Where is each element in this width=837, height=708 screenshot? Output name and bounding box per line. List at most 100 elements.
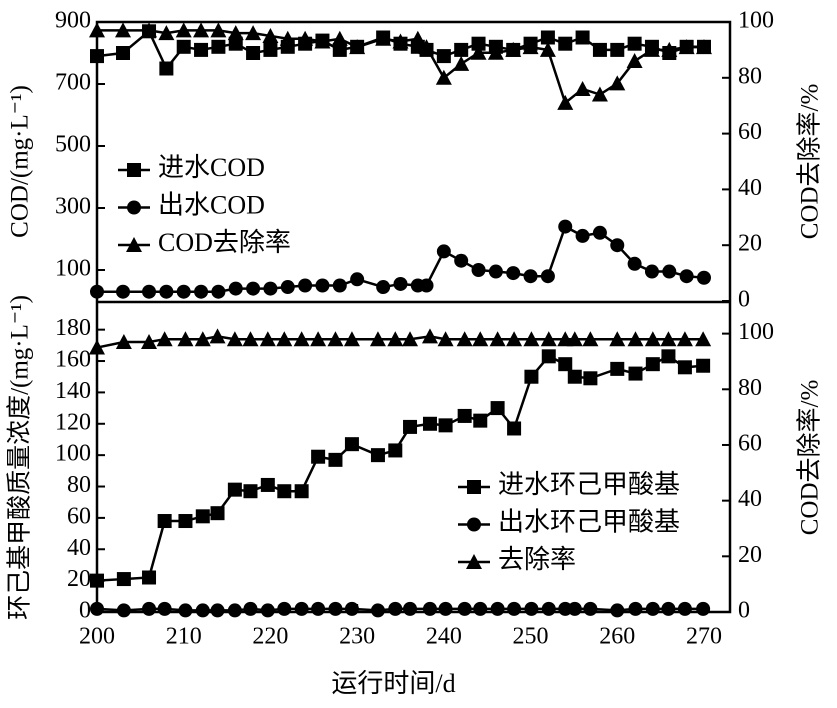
data-point xyxy=(332,278,347,293)
data-point xyxy=(676,331,693,347)
data-point xyxy=(661,601,676,616)
data-point xyxy=(456,331,473,347)
data-point xyxy=(263,281,278,296)
data-point xyxy=(176,39,191,54)
data-point xyxy=(436,49,451,64)
data-point xyxy=(644,264,659,279)
data-point xyxy=(490,601,505,616)
data-point xyxy=(194,284,209,299)
data-point xyxy=(298,278,313,293)
data-point xyxy=(628,366,643,381)
legend-marker xyxy=(126,237,142,252)
data-point xyxy=(280,280,295,295)
data-point xyxy=(310,331,327,347)
data-point xyxy=(695,39,712,55)
data-point xyxy=(507,601,522,616)
data-point xyxy=(227,25,244,41)
data-point xyxy=(315,278,330,293)
data-point xyxy=(242,331,259,347)
data-point xyxy=(331,30,348,46)
data-point xyxy=(454,253,469,268)
data-point xyxy=(195,509,210,524)
data-point xyxy=(115,22,132,38)
data-point xyxy=(470,44,487,60)
data-point xyxy=(392,33,409,49)
legend-marker xyxy=(127,163,141,177)
y-tick-label: 100 xyxy=(55,256,91,282)
data-point xyxy=(627,256,642,271)
data-point xyxy=(558,219,573,234)
data-point xyxy=(90,284,104,299)
x-tick-label: 270 xyxy=(686,624,722,650)
data-point xyxy=(626,53,643,69)
data-point xyxy=(211,284,226,299)
y-tick-label: 100 xyxy=(55,441,91,467)
data-point xyxy=(243,484,258,499)
data-point xyxy=(419,278,434,293)
y-tick-label: 900 xyxy=(55,8,91,34)
data-point xyxy=(677,360,692,375)
data-point xyxy=(457,408,472,423)
data-point xyxy=(524,369,539,384)
data-point xyxy=(541,601,556,616)
data-point xyxy=(661,349,676,364)
x-tick-label: 230 xyxy=(339,624,375,650)
data-point xyxy=(567,369,582,384)
data-point xyxy=(227,603,242,618)
x-tick-label: 220 xyxy=(252,624,288,650)
data-point xyxy=(610,238,625,253)
data-point xyxy=(195,603,210,618)
series-line xyxy=(96,354,704,582)
data-point xyxy=(438,601,453,616)
data-point xyxy=(279,30,296,46)
data-point xyxy=(662,264,677,279)
data-point xyxy=(575,228,590,243)
data-point xyxy=(294,601,309,616)
data-point xyxy=(583,371,598,386)
data-point xyxy=(89,339,105,355)
legend-marker xyxy=(127,200,141,215)
legend-label: COD去除率 xyxy=(158,228,291,257)
data-point xyxy=(370,448,385,463)
y2-tick-label: 100 xyxy=(738,319,774,345)
data-point xyxy=(210,603,225,618)
data-point xyxy=(344,437,359,452)
data-point xyxy=(402,331,419,347)
data-point xyxy=(418,39,435,55)
y-tick-label: 500 xyxy=(55,132,91,158)
data-point xyxy=(156,331,173,347)
y2-tick-label: 20 xyxy=(738,542,762,568)
data-point xyxy=(388,601,403,616)
data-point xyxy=(524,601,539,616)
data-point xyxy=(541,349,556,364)
data-point xyxy=(177,331,194,347)
data-point xyxy=(566,331,583,347)
y2-tick-label: 0 xyxy=(738,287,750,313)
data-point xyxy=(294,484,309,499)
data-point xyxy=(116,572,131,587)
data-point xyxy=(472,331,489,347)
data-point xyxy=(628,601,643,616)
data-point xyxy=(610,42,625,57)
data-point xyxy=(436,244,451,259)
y-tick-label: 120 xyxy=(55,409,91,435)
y-tick-label: 80 xyxy=(67,472,91,498)
data-point xyxy=(435,69,452,85)
y2-axis-label: COD去除率/% xyxy=(796,380,824,536)
data-point xyxy=(695,331,712,347)
data-point xyxy=(437,331,454,347)
y-tick-label: 300 xyxy=(55,194,91,220)
data-point xyxy=(243,601,258,616)
x-tick-label: 250 xyxy=(513,624,549,650)
legend-marker xyxy=(467,480,481,494)
data-point xyxy=(343,331,360,347)
data-point xyxy=(506,331,523,347)
x-tick-label: 210 xyxy=(166,624,202,650)
data-point xyxy=(210,506,225,521)
y2-tick-label: 20 xyxy=(738,231,762,257)
x-tick-label: 240 xyxy=(426,624,462,650)
data-point xyxy=(277,484,292,499)
data-point xyxy=(314,33,331,49)
data-point xyxy=(678,39,695,55)
data-point xyxy=(116,46,131,60)
